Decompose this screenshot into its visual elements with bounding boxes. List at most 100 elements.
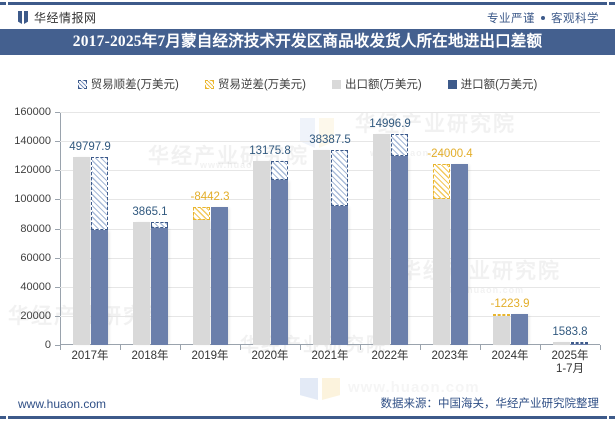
slogan: 专业严谨 客观科学 [487,10,599,26]
x-axis-tick [300,345,301,350]
import-bar[interactable] [510,314,528,345]
export-bar[interactable] [372,133,390,345]
site-logo[interactable]: 华经情报网 [18,9,97,26]
x-axis-tick [180,345,181,350]
top-divider [0,2,615,5]
x-axis-label-line1: 2022年 [371,350,409,362]
bar-group[interactable] [300,112,360,345]
data-label: 3865.1 [132,205,168,218]
grid-line [60,112,600,113]
export-bar[interactable] [132,221,150,345]
difference-bar[interactable] [192,207,210,220]
bar-group[interactable] [240,112,300,345]
x-axis-label-line1: 2019年 [191,350,229,362]
bar-group[interactable] [360,112,420,345]
x-axis-label-line2: 1-7月 [555,363,585,375]
bar-group[interactable] [60,112,120,345]
legend-swatch-icon [332,79,341,89]
bar-group[interactable] [420,112,480,345]
y-axis-label: 40000 [20,280,51,293]
watermark-logo-right-icon [322,378,340,400]
import-bar[interactable] [210,207,228,345]
difference-bar[interactable] [270,161,288,181]
y-axis-label: 80000 [20,222,51,235]
data-label: 1583.8 [552,325,588,338]
y-axis-label: 20000 [20,309,51,322]
y-axis-tick [55,257,60,259]
x-axis-label: 2025年 1-7月 [551,350,588,376]
legend-swatch-icon [204,79,214,89]
x-axis-label-line1: 2023年 [431,350,469,362]
bar-group[interactable] [540,112,600,345]
import-bar[interactable] [270,180,288,345]
x-axis-label-line1: 2021年 [311,350,349,362]
y-axis-tick [55,315,60,317]
data-label: 49797.9 [69,141,111,154]
slogan-dot-icon [541,15,545,20]
import-bar[interactable] [570,343,588,345]
grid-line [60,257,600,259]
export-bar[interactable] [552,341,570,345]
y-axis-label: 140000 [14,135,51,148]
difference-bar[interactable] [390,133,408,156]
chart-legend: 贸易顺差(万美元) 贸易逆差(万美元) 出口额(万美元) 进口额(万美元) [0,76,615,92]
x-axis-tick [120,345,121,350]
data-label: -24000.4 [427,148,473,161]
difference-bar[interactable] [90,157,108,230]
legend-item[interactable]: 贸易逆差(万美元) [204,76,306,92]
export-bar[interactable] [492,315,510,345]
difference-bar[interactable] [432,164,450,200]
difference-bar[interactable] [150,221,168,228]
bar-group[interactable] [480,112,540,345]
y-axis-tick [55,141,60,143]
grid-line [60,315,600,317]
import-bar[interactable] [150,227,168,345]
legend-label: 出口额(万美元) [345,79,422,91]
x-axis-label: 2022年 [371,350,408,363]
chart-plot-area: 0 20000 40000 60000 80000 100000 120000 140000 1… [14,106,601,375]
import-bar[interactable] [450,164,468,345]
x-axis-label-line1: 2020年 [251,350,289,362]
data-label: -8442.3 [190,191,230,204]
footer-site-url[interactable]: www.huaon.com [18,397,107,411]
x-axis-tick [600,345,601,350]
y-axis-tick [55,170,60,172]
import-bar[interactable] [390,155,408,345]
difference-bar[interactable] [570,341,588,344]
y-axis-label: 60000 [20,251,51,264]
x-axis-label-line1: 2017年 [71,350,109,362]
export-bar[interactable] [192,219,210,345]
legend-item[interactable]: 进口额(万美元) [447,76,537,92]
y-axis-tick [55,286,60,288]
bar-group[interactable] [120,112,180,345]
import-bar[interactable] [90,229,108,345]
legend-swatch-icon [447,79,457,89]
data-label: 38387.5 [309,133,351,146]
x-axis-label: 2019年 [191,350,228,363]
difference-bar[interactable] [492,313,510,316]
bar-group[interactable] [180,112,240,345]
x-axis-label: 2021年 [311,350,348,363]
y-axis-label: 0 [44,339,51,351]
export-bar[interactable] [252,161,270,345]
import-bar[interactable] [330,205,348,345]
export-bar[interactable] [72,157,90,345]
grid-line [60,141,600,143]
slogan-right: 客观科学 [551,13,599,25]
watermark-footer-url: www.huaon.com [348,379,480,396]
x-axis-label: 2020年 [251,350,288,363]
x-axis-label: 2017年 [71,350,108,363]
export-bar[interactable] [312,149,330,345]
x-axis-label-line1: 2025年 [551,350,589,362]
legend-item[interactable]: 贸易顺差(万美元) [77,76,179,92]
grid-line [60,228,600,230]
difference-bar[interactable] [330,149,348,206]
data-label: -1223.9 [490,298,530,311]
x-axis-tick [240,345,241,350]
export-bar[interactable] [432,199,450,345]
legend-item[interactable]: 出口额(万美元) [332,76,422,92]
y-axis-tick [55,199,60,201]
grid-line [60,286,600,288]
legend-label: 贸易顺差(万美元) [90,79,179,91]
watermark-logo-icon [300,118,340,148]
